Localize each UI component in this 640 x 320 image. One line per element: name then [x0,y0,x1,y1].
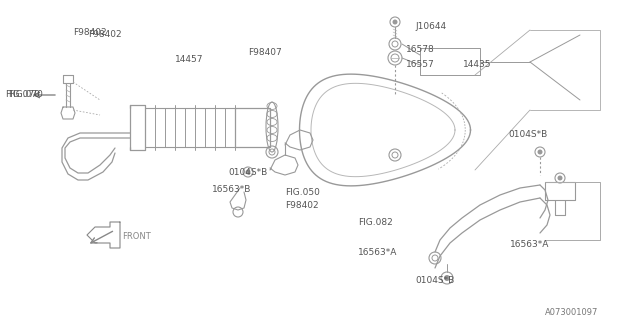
Circle shape [392,20,397,25]
Text: F98402: F98402 [88,30,122,39]
Text: FRONT: FRONT [122,232,151,241]
Text: 0104S*B: 0104S*B [415,276,454,285]
Text: 0104S*B: 0104S*B [228,168,268,177]
Text: 14435: 14435 [463,60,492,69]
Text: F98402: F98402 [285,201,319,210]
Text: F98407: F98407 [248,48,282,57]
Text: 16563*B: 16563*B [212,185,252,194]
Circle shape [538,149,543,155]
Text: 0104S*B: 0104S*B [508,130,547,139]
Text: FIG.070: FIG.070 [5,90,40,99]
Text: F98402: F98402 [73,28,107,37]
Circle shape [444,275,450,281]
Text: 16563*A: 16563*A [358,248,397,257]
Text: 16563*A: 16563*A [510,240,549,249]
Text: 16557: 16557 [406,60,435,69]
Circle shape [246,170,250,174]
Text: 14457: 14457 [175,55,204,64]
Text: 16578: 16578 [406,45,435,54]
Text: FIG.050: FIG.050 [285,188,320,197]
Circle shape [557,175,563,180]
Text: FIG.070: FIG.070 [8,90,43,99]
Text: J10644: J10644 [415,22,446,31]
Text: A073001097: A073001097 [545,308,598,317]
Text: FIG.082: FIG.082 [358,218,393,227]
